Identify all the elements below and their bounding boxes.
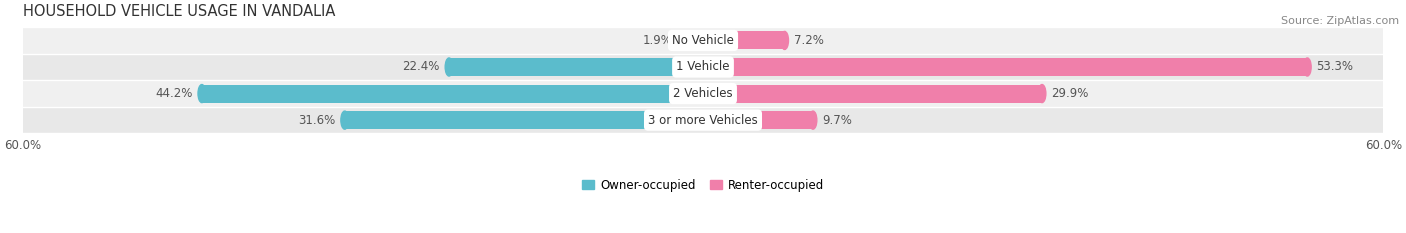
Bar [22,107,1384,134]
Text: 9.7%: 9.7% [823,114,852,127]
Bar [703,58,1308,76]
Circle shape [699,85,707,103]
Bar [344,111,703,129]
Circle shape [699,58,707,76]
Circle shape [340,111,349,129]
Circle shape [678,31,685,49]
Bar [682,31,703,49]
Text: 1.9%: 1.9% [643,34,672,47]
Text: 53.3%: 53.3% [1316,61,1354,73]
Text: 44.2%: 44.2% [156,87,193,100]
Bar [22,54,1384,80]
Bar [703,31,785,49]
Circle shape [699,31,707,49]
Text: 7.2%: 7.2% [794,34,824,47]
Circle shape [198,85,205,103]
Circle shape [1303,58,1312,76]
Bar [703,85,1042,103]
Circle shape [780,31,789,49]
Circle shape [699,85,707,103]
Text: 2 Vehicles: 2 Vehicles [673,87,733,100]
Text: 31.6%: 31.6% [298,114,336,127]
Bar [22,80,1384,107]
Text: 29.9%: 29.9% [1052,87,1088,100]
Circle shape [699,111,707,129]
Text: 22.4%: 22.4% [402,61,440,73]
Legend: Owner-occupied, Renter-occupied: Owner-occupied, Renter-occupied [582,178,824,192]
Text: Source: ZipAtlas.com: Source: ZipAtlas.com [1281,16,1399,26]
Bar [703,111,813,129]
Circle shape [446,58,453,76]
Circle shape [808,111,817,129]
Bar [22,27,1384,54]
Bar [449,58,703,76]
Circle shape [699,111,707,129]
Circle shape [699,58,707,76]
Circle shape [1038,85,1046,103]
Text: No Vehicle: No Vehicle [672,34,734,47]
Text: 1 Vehicle: 1 Vehicle [676,61,730,73]
Text: HOUSEHOLD VEHICLE USAGE IN VANDALIA: HOUSEHOLD VEHICLE USAGE IN VANDALIA [22,4,335,19]
Text: 3 or more Vehicles: 3 or more Vehicles [648,114,758,127]
Circle shape [699,31,707,49]
Bar [202,85,703,103]
